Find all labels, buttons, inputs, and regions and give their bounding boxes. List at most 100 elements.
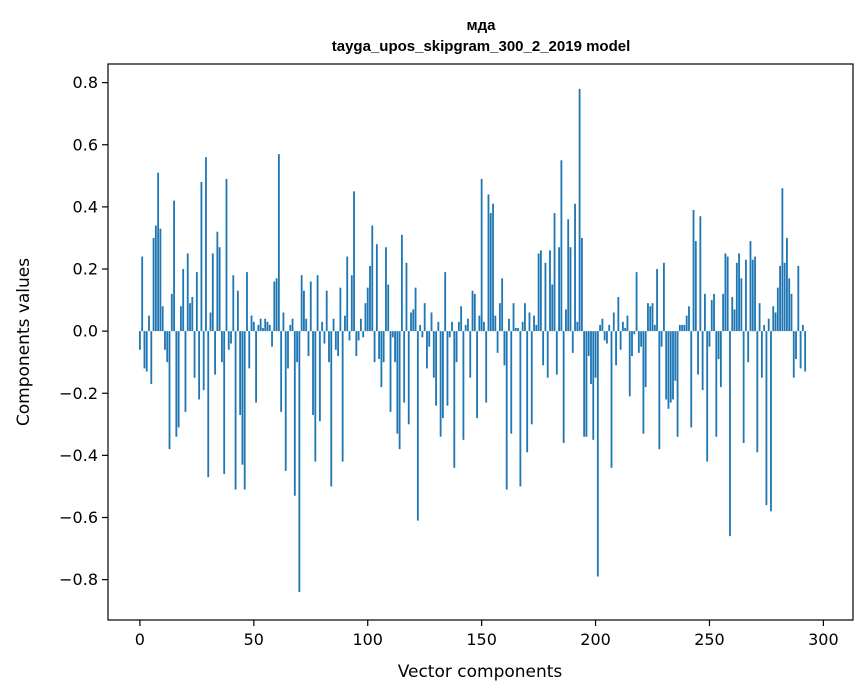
bar [328, 331, 330, 363]
bar [662, 262, 665, 332]
bar [412, 309, 415, 332]
bar [767, 318, 770, 332]
bar [733, 309, 736, 332]
bar [321, 321, 324, 332]
x-tick-label: 0 [135, 630, 145, 649]
bar [565, 309, 567, 332]
bar [619, 331, 622, 350]
bar [179, 306, 182, 332]
x-axis: 0 50 100 150 200 250 300 [135, 620, 839, 649]
bar [606, 331, 608, 344]
bar [669, 331, 672, 403]
bar [293, 331, 296, 496]
bar [740, 278, 743, 332]
bar [471, 290, 474, 332]
bar [626, 315, 629, 332]
bar [207, 331, 210, 478]
bar [551, 284, 554, 332]
bar [305, 318, 308, 332]
bar [667, 331, 670, 409]
bar [715, 331, 718, 437]
y-axis: −0.8 −0.6 −0.4 −0.2 0.0 0.2 0.4 0.6 0.8 [59, 73, 108, 589]
bar [701, 331, 704, 391]
x-tick-label: 200 [580, 630, 611, 649]
bar [334, 331, 337, 350]
bar [316, 275, 319, 332]
bar [291, 318, 294, 332]
bar [421, 331, 424, 338]
bar [754, 256, 756, 332]
bar [710, 300, 713, 332]
bar [182, 269, 185, 332]
bar [195, 272, 198, 332]
bar [186, 253, 189, 332]
bar [378, 331, 381, 360]
bar [610, 331, 613, 468]
bar [795, 331, 797, 360]
bar [323, 331, 326, 344]
bar [337, 331, 340, 356]
plot-area-frame [107, 63, 854, 621]
bar [266, 321, 269, 332]
bar [382, 331, 385, 363]
bar [633, 331, 636, 335]
bar [239, 331, 242, 415]
chart-title: мда [467, 17, 497, 34]
bar [309, 281, 312, 332]
bar [678, 324, 681, 332]
bar [255, 331, 257, 403]
bar [264, 318, 267, 332]
bar [373, 331, 376, 363]
bar [526, 331, 529, 453]
bar [325, 290, 328, 332]
bar [218, 247, 221, 332]
bar [492, 203, 494, 332]
bar [501, 278, 504, 332]
bar [571, 331, 574, 353]
bar [792, 331, 795, 378]
bar [699, 216, 702, 332]
bar [232, 275, 235, 332]
bar [141, 256, 144, 332]
bar [594, 331, 597, 378]
bar [685, 315, 688, 332]
bar [760, 331, 763, 378]
bar [615, 331, 617, 366]
bar [599, 324, 602, 332]
bar [416, 331, 419, 521]
bar [138, 331, 141, 350]
bar [544, 262, 547, 332]
bar [719, 331, 722, 388]
bar [583, 331, 586, 437]
bar [312, 331, 314, 415]
bar [451, 321, 453, 332]
bar [731, 296, 734, 332]
bar [790, 293, 793, 332]
bar [487, 194, 490, 332]
bar [439, 331, 442, 437]
bar [177, 331, 180, 428]
bar [259, 318, 262, 332]
bar [300, 275, 303, 332]
bar [503, 331, 506, 366]
bar [455, 331, 458, 363]
bar [485, 331, 488, 403]
bar [289, 324, 292, 332]
bar [592, 331, 595, 440]
bar [198, 331, 201, 400]
bar [250, 315, 253, 332]
bar [225, 178, 228, 332]
bar [539, 250, 542, 332]
bar [268, 324, 271, 332]
bar [184, 331, 187, 412]
bar [560, 160, 563, 332]
bar [394, 331, 396, 363]
bar [644, 331, 647, 388]
bar [483, 321, 485, 332]
chart-subtitle: tayga_upos_skipgram_300_2_2019 model [332, 38, 631, 55]
y-tick-label: 0.0 [73, 322, 98, 341]
bar [423, 303, 426, 332]
x-tick-label: 300 [808, 630, 839, 649]
x-axis-label: Vector components [398, 662, 563, 682]
